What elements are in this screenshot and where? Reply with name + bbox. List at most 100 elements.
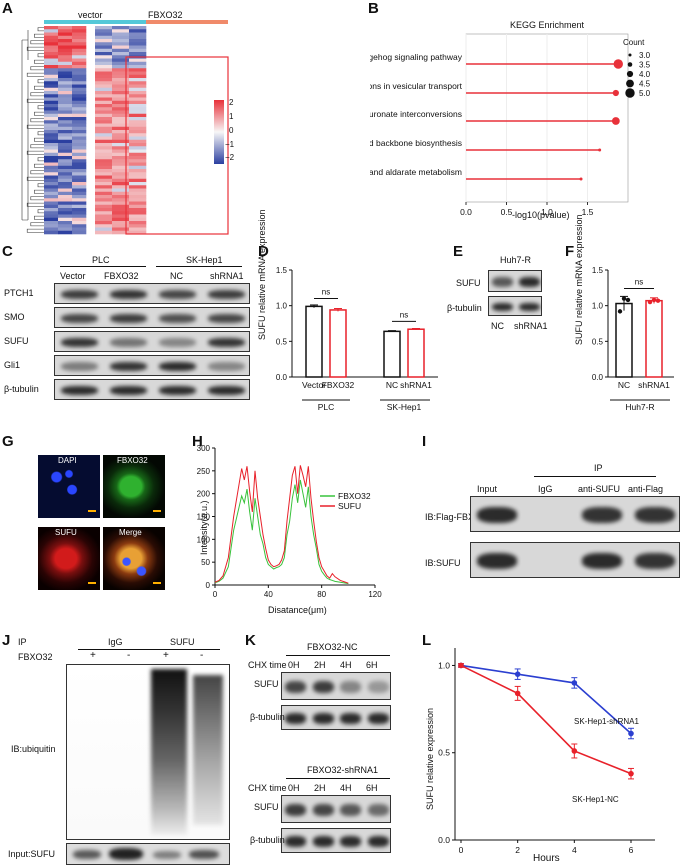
heatmap-cell bbox=[112, 120, 130, 124]
scale-bar bbox=[153, 510, 161, 512]
heatmap-cell bbox=[72, 130, 87, 134]
heatmap-cell bbox=[112, 169, 130, 173]
heatmap-cell bbox=[72, 211, 87, 215]
heatmap-cell bbox=[112, 136, 130, 141]
heatmap-cell bbox=[112, 45, 130, 50]
heatmap-cell bbox=[112, 227, 130, 232]
heatmap-cell bbox=[44, 195, 59, 199]
lane-label: FBXO32 bbox=[104, 271, 139, 281]
heatmap-cell bbox=[129, 117, 147, 121]
band bbox=[158, 361, 197, 372]
y-tick-label: 1.5 bbox=[592, 266, 604, 275]
bar bbox=[615, 302, 633, 378]
heatmap-cell bbox=[112, 198, 130, 202]
heatmap-cell bbox=[95, 156, 113, 160]
i-row-label: IB:Flag-FBXO32 bbox=[425, 512, 492, 522]
y-tick-label: 0.0 bbox=[276, 373, 288, 382]
image-fbxo32 bbox=[103, 455, 165, 518]
heatmap-cell bbox=[112, 230, 130, 235]
heatmap-cell bbox=[129, 130, 147, 134]
dendrogram bbox=[21, 27, 44, 233]
heatmap-cell bbox=[44, 152, 59, 157]
panel-label-c: C bbox=[2, 243, 13, 260]
k-time-label: 4H bbox=[340, 783, 352, 793]
heatmap-cell bbox=[72, 182, 87, 186]
heatmap-cell bbox=[44, 156, 59, 160]
band bbox=[340, 713, 362, 724]
kegg-point bbox=[612, 89, 619, 97]
heatmap-cell bbox=[58, 204, 73, 209]
heatmap-cell bbox=[95, 208, 113, 212]
heatmap-cell bbox=[58, 120, 73, 124]
heatmap-cell bbox=[44, 29, 59, 33]
blot-c-row bbox=[54, 331, 250, 352]
heatmap-cell bbox=[44, 120, 59, 124]
ubiquitin-smear-1 bbox=[151, 669, 187, 835]
band bbox=[285, 803, 307, 817]
heatmap-cell bbox=[58, 198, 73, 202]
heatmap-cell bbox=[129, 94, 147, 98]
heatmap-cell bbox=[129, 182, 147, 186]
heatmap-cell bbox=[72, 133, 87, 137]
label-merge: Merge bbox=[119, 528, 142, 537]
i-lane-label: IgG bbox=[538, 484, 553, 494]
heatmap-cell bbox=[58, 221, 73, 225]
heatmap-cell bbox=[58, 230, 73, 235]
heatmap-cell bbox=[112, 104, 130, 108]
i-lane-label: anti-SUFU bbox=[578, 484, 621, 494]
heatmap-cell bbox=[129, 91, 147, 95]
kegg-point bbox=[611, 117, 620, 125]
lane-label: shRNA1 bbox=[210, 271, 244, 281]
heatmap-cell bbox=[112, 188, 130, 193]
heatmap-cell bbox=[72, 224, 87, 228]
panel-label-e: E bbox=[453, 243, 464, 260]
colorbar-tick: −2 bbox=[225, 153, 235, 162]
kegg-tick-label: 1.0 bbox=[541, 207, 553, 217]
highlight-box bbox=[125, 56, 229, 235]
scale-bar bbox=[153, 582, 161, 584]
panel-label-g: G bbox=[2, 433, 14, 450]
heatmap-cell bbox=[129, 65, 147, 69]
heatmap-cell bbox=[72, 65, 87, 69]
heatmap-cell bbox=[44, 162, 59, 167]
heatmap-cell bbox=[95, 74, 113, 79]
ubiquitin-smear-2 bbox=[193, 675, 223, 825]
heatmap-cell bbox=[129, 52, 147, 56]
data-point bbox=[514, 671, 521, 677]
c-row-label: PTCH1 bbox=[4, 288, 34, 298]
kegg-legend-label: 4.0 bbox=[639, 70, 651, 79]
y-tick-label: 0.0 bbox=[592, 373, 604, 382]
band bbox=[477, 507, 518, 523]
data-point bbox=[617, 309, 623, 314]
kegg-point bbox=[579, 177, 583, 181]
heatmap-cell bbox=[112, 178, 130, 183]
panel-label-b: B bbox=[368, 0, 379, 17]
band bbox=[634, 507, 675, 523]
heatmap-cell bbox=[72, 198, 87, 202]
heatmap-cell bbox=[58, 146, 73, 150]
heatmap-cell bbox=[112, 201, 130, 206]
heatmap-cell bbox=[72, 191, 87, 196]
heatmap-cell bbox=[95, 97, 113, 102]
heatmap-cell bbox=[129, 136, 147, 141]
colorbar bbox=[214, 100, 224, 164]
heatmap-cell bbox=[112, 71, 130, 76]
heatmap-cell bbox=[95, 195, 113, 199]
heatmap-cell bbox=[44, 130, 59, 134]
kegg-tick-label: 1.5 bbox=[582, 207, 594, 217]
heatmap-cell bbox=[72, 29, 87, 33]
heatmap-cell bbox=[95, 152, 113, 157]
band bbox=[207, 385, 246, 396]
heatmap-cell bbox=[72, 45, 87, 50]
bar bbox=[383, 330, 401, 378]
kegg-term-label: SNARE interactions in vesicular transpor… bbox=[370, 81, 463, 91]
heatmap-cell bbox=[58, 84, 73, 89]
heatmap-cell bbox=[129, 217, 147, 222]
heatmap-cell bbox=[72, 48, 87, 53]
c-row-label: SUFU bbox=[4, 336, 29, 346]
heatmap-cell bbox=[44, 217, 59, 222]
heatmap-cell bbox=[72, 169, 87, 173]
lane-label: NC bbox=[170, 271, 183, 281]
heatmap-cell bbox=[58, 162, 73, 167]
